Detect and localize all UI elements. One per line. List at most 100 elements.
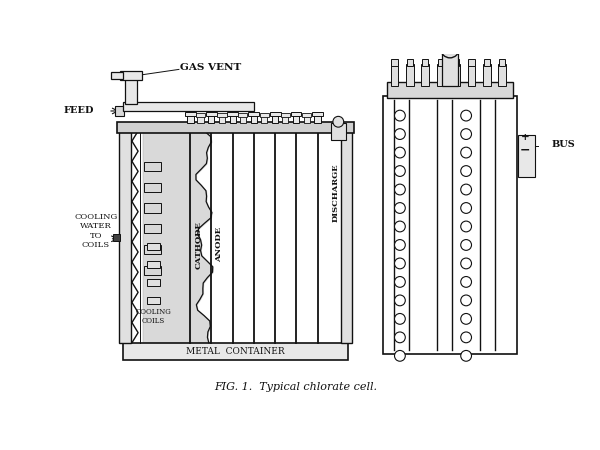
Circle shape bbox=[461, 351, 472, 361]
Text: COOLING
WATER
TO
COILS: COOLING WATER TO COILS bbox=[74, 213, 118, 249]
Bar bbox=[499, 59, 505, 66]
Text: CATHODE: CATHODE bbox=[194, 220, 202, 269]
Bar bbox=[248, 112, 259, 116]
Circle shape bbox=[461, 184, 472, 195]
Bar bbox=[312, 112, 323, 116]
Text: DISCHARGE: DISCHARGE bbox=[331, 163, 339, 222]
Circle shape bbox=[461, 110, 472, 121]
Circle shape bbox=[395, 258, 405, 269]
Circle shape bbox=[395, 277, 405, 287]
Bar bbox=[144, 183, 161, 192]
Bar bbox=[272, 114, 278, 123]
Bar bbox=[484, 59, 490, 66]
Bar bbox=[115, 106, 124, 116]
Bar bbox=[121, 71, 142, 80]
Bar bbox=[341, 130, 352, 343]
Circle shape bbox=[333, 117, 344, 127]
Bar bbox=[282, 116, 288, 123]
Bar bbox=[270, 112, 281, 116]
Circle shape bbox=[395, 184, 405, 195]
Text: COOLING
COILS: COOLING COILS bbox=[136, 308, 172, 325]
Text: ANODE: ANODE bbox=[215, 227, 223, 262]
Bar bbox=[302, 113, 311, 117]
Bar bbox=[111, 72, 124, 79]
Bar bbox=[387, 82, 513, 98]
Circle shape bbox=[395, 147, 405, 158]
Bar bbox=[467, 64, 475, 86]
Bar bbox=[219, 116, 225, 123]
Circle shape bbox=[461, 239, 472, 250]
Circle shape bbox=[441, 39, 459, 58]
Circle shape bbox=[461, 166, 472, 176]
Bar bbox=[227, 112, 238, 116]
Bar bbox=[144, 266, 161, 275]
Bar bbox=[146, 261, 160, 268]
Bar bbox=[437, 59, 444, 66]
Bar bbox=[113, 234, 119, 241]
Circle shape bbox=[461, 295, 472, 306]
Bar bbox=[238, 113, 247, 117]
Bar bbox=[499, 64, 506, 86]
Circle shape bbox=[461, 258, 472, 269]
Bar bbox=[483, 64, 491, 86]
Bar bbox=[185, 112, 196, 116]
Bar bbox=[206, 112, 217, 116]
Bar bbox=[407, 59, 413, 66]
Bar bbox=[262, 116, 268, 123]
Bar bbox=[123, 102, 254, 111]
Bar bbox=[383, 96, 517, 354]
Bar bbox=[240, 116, 246, 123]
Circle shape bbox=[461, 147, 472, 158]
Text: +: + bbox=[521, 133, 530, 142]
Text: METAL  CONTAINER: METAL CONTAINER bbox=[186, 346, 285, 356]
Bar bbox=[331, 123, 346, 140]
Bar bbox=[196, 113, 205, 117]
Bar bbox=[146, 297, 160, 304]
Bar bbox=[437, 64, 445, 86]
Circle shape bbox=[395, 351, 405, 361]
Circle shape bbox=[395, 202, 405, 213]
Circle shape bbox=[395, 129, 405, 140]
Bar bbox=[391, 59, 398, 66]
Bar bbox=[146, 243, 160, 250]
Bar bbox=[230, 114, 236, 123]
Bar bbox=[251, 114, 257, 123]
Bar bbox=[421, 64, 429, 86]
Bar bbox=[146, 279, 160, 286]
Bar bbox=[281, 113, 290, 117]
Bar bbox=[208, 114, 214, 123]
Circle shape bbox=[461, 314, 472, 324]
Bar bbox=[144, 245, 161, 254]
Circle shape bbox=[395, 110, 405, 121]
Bar bbox=[125, 77, 137, 104]
Bar bbox=[293, 114, 299, 123]
Bar bbox=[518, 135, 535, 177]
Bar bbox=[116, 122, 355, 133]
Bar bbox=[290, 112, 301, 116]
Text: GAS VENT: GAS VENT bbox=[181, 63, 242, 72]
Bar bbox=[304, 116, 310, 123]
Bar bbox=[123, 343, 349, 360]
Text: FIG. 1.  Typical chlorate cell.: FIG. 1. Typical chlorate cell. bbox=[214, 382, 377, 392]
Bar bbox=[422, 59, 428, 66]
Bar bbox=[453, 59, 459, 66]
Circle shape bbox=[461, 332, 472, 343]
Bar bbox=[217, 113, 227, 117]
Bar bbox=[314, 114, 320, 123]
Bar bbox=[452, 64, 460, 86]
Bar bbox=[119, 130, 131, 343]
Bar bbox=[144, 224, 161, 234]
Bar bbox=[442, 52, 458, 86]
Circle shape bbox=[395, 314, 405, 324]
Circle shape bbox=[461, 202, 472, 213]
Bar bbox=[469, 59, 475, 66]
Bar bbox=[197, 116, 203, 123]
Circle shape bbox=[395, 332, 405, 343]
Bar bbox=[406, 64, 414, 86]
Circle shape bbox=[461, 129, 472, 140]
Bar bbox=[144, 162, 161, 171]
Text: BUS: BUS bbox=[551, 140, 575, 148]
Circle shape bbox=[461, 277, 472, 287]
Bar bbox=[260, 113, 269, 117]
Circle shape bbox=[395, 166, 405, 176]
